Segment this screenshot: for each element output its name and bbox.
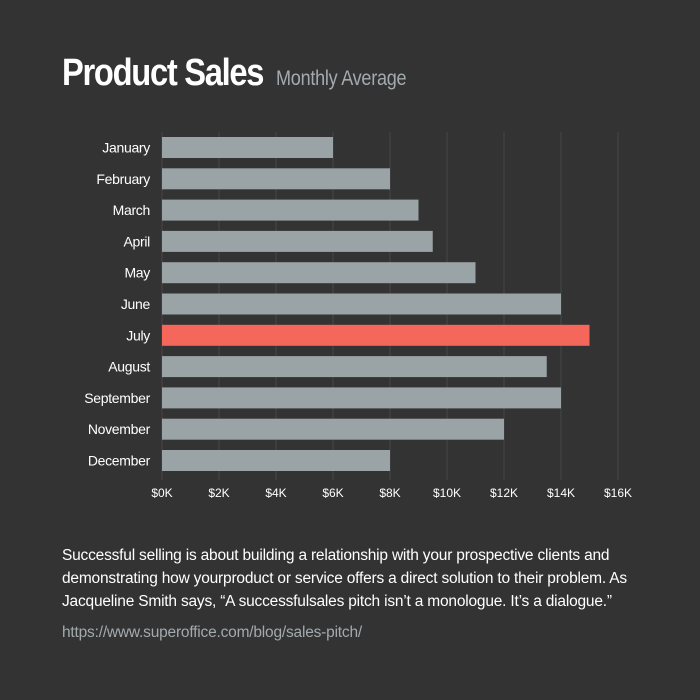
bar-july xyxy=(162,324,590,346)
category-label-january: January xyxy=(102,140,150,156)
chart-title: Product Sales xyxy=(62,52,264,94)
category-label-november: November xyxy=(88,421,151,437)
x-tick-label-0: $0K xyxy=(151,486,172,500)
category-label-august: August xyxy=(108,359,150,375)
category-label-april: April xyxy=(123,233,150,249)
category-label-february: February xyxy=(96,171,150,187)
bar-april xyxy=(162,230,433,252)
x-tick-label-6: $12K xyxy=(490,486,518,500)
bar-november xyxy=(162,418,504,440)
category-label-december: December xyxy=(88,453,151,469)
x-tick-label-4: $8K xyxy=(379,486,400,500)
bar-september xyxy=(162,387,561,409)
chart-header: Product Sales Monthly Average xyxy=(62,52,427,95)
category-label-july: July xyxy=(126,327,150,343)
bar-may xyxy=(162,262,476,284)
bar-august xyxy=(162,356,547,378)
bar-february xyxy=(162,168,390,190)
x-tick-label-7: $14K xyxy=(547,486,575,500)
bar-march xyxy=(162,199,419,221)
category-label-march: March xyxy=(113,202,150,218)
x-tick-label-1: $2K xyxy=(208,486,229,500)
x-tick-label-3: $6K xyxy=(322,486,343,500)
category-label-june: June xyxy=(121,296,151,312)
x-tick-label-2: $4K xyxy=(265,486,286,500)
x-tick-label-5: $10K xyxy=(433,486,461,500)
category-label-september: September xyxy=(84,390,150,406)
bar-january xyxy=(162,137,333,158)
chart-subtitle: Monthly Average xyxy=(275,67,407,90)
bar-december xyxy=(162,450,390,471)
category-label-may: May xyxy=(124,265,150,281)
bar-june xyxy=(162,293,561,315)
source-link[interactable]: https://www.superoffice.com/blog/sales-p… xyxy=(62,624,362,641)
chart-description: Successful selling is about building a r… xyxy=(62,547,627,610)
bar-chart: January February March April May June July Augu… xyxy=(84,132,632,500)
x-tick-label-8: $16K xyxy=(604,486,632,500)
